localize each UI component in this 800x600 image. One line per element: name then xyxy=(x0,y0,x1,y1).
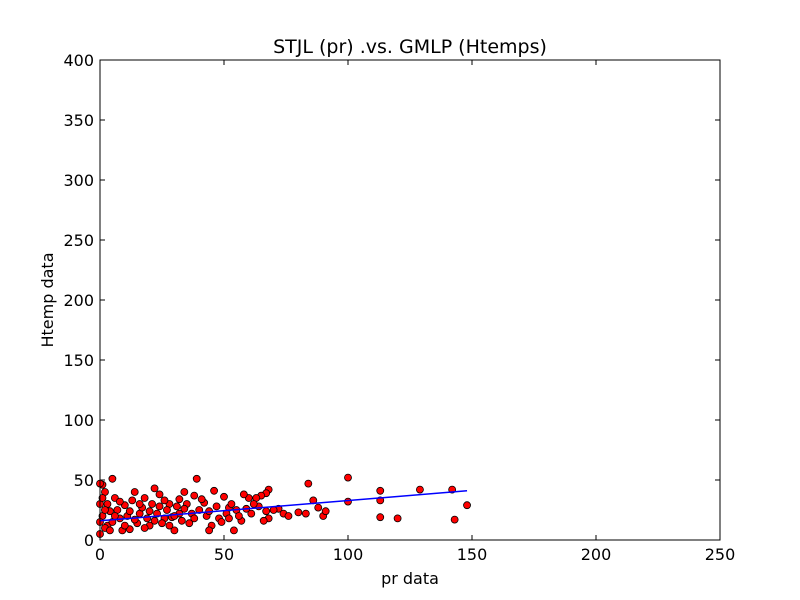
scatter-point xyxy=(172,502,181,511)
y-tick-label: 350 xyxy=(63,111,94,130)
scatter-point xyxy=(108,474,117,483)
x-tick-label: 250 xyxy=(705,545,736,564)
scatter-point xyxy=(180,488,189,496)
scatter-point xyxy=(234,512,243,520)
scatter-point xyxy=(170,512,179,520)
scatter-point xyxy=(135,500,144,508)
scatter-point xyxy=(284,512,293,520)
scatter-point xyxy=(195,506,204,514)
scatter-point xyxy=(247,509,256,518)
scatter-point xyxy=(143,514,152,523)
scatter-point xyxy=(140,524,149,532)
scatter-point xyxy=(304,479,313,488)
scatter-point xyxy=(165,521,174,530)
scatter-point xyxy=(230,526,238,535)
scatter-point xyxy=(220,492,228,501)
scatter-point xyxy=(225,514,233,523)
scatter-point xyxy=(175,495,184,504)
scatter-point xyxy=(344,497,352,506)
y-tick-label: 200 xyxy=(63,291,94,310)
scatter-point xyxy=(376,486,385,495)
scatter-point xyxy=(239,490,248,499)
x-tick-label: 200 xyxy=(581,545,612,564)
scatter-point xyxy=(210,486,218,495)
scatter-point xyxy=(463,501,471,510)
scatter-point xyxy=(98,494,107,502)
scatter-point xyxy=(321,507,330,516)
scatter-point xyxy=(416,485,424,494)
scatter-point xyxy=(163,506,171,514)
x-tick-label: 150 xyxy=(457,545,488,564)
scatter-point xyxy=(180,504,189,513)
scatter-point xyxy=(450,515,459,524)
x-tick-label: 0 xyxy=(95,545,105,564)
scatter-point xyxy=(314,503,323,512)
scatter-point xyxy=(190,514,199,523)
scatter-point xyxy=(125,507,134,516)
scatter-point xyxy=(212,502,221,511)
scatter-point xyxy=(294,508,303,517)
scatter-point xyxy=(344,473,352,482)
y-axis-label: Htemp data xyxy=(38,252,57,347)
scatter-point xyxy=(185,519,194,528)
y-tick-label: 400 xyxy=(63,51,94,70)
scatter-point xyxy=(128,496,137,505)
y-tick-label: 100 xyxy=(63,411,94,430)
scatter-point xyxy=(177,516,186,525)
scatter-point xyxy=(110,512,119,520)
y-tick-label: 250 xyxy=(63,231,94,250)
scatter-point xyxy=(249,500,258,508)
x-tick-label: 50 xyxy=(214,545,234,564)
y-tick-label: 150 xyxy=(63,351,94,370)
scatter-point xyxy=(393,514,402,523)
scatter-point xyxy=(140,494,149,502)
scatter-point xyxy=(115,497,124,506)
scatter-point xyxy=(205,526,214,535)
chart-title: STJL (pr) .vs. GMLP (Htemps) xyxy=(273,36,547,58)
scatter-point xyxy=(155,502,164,511)
y-tick-label: 0 xyxy=(84,531,94,550)
scatter-point xyxy=(155,490,164,499)
scatter-point xyxy=(150,484,159,493)
scatter-point xyxy=(227,500,236,508)
scatter-point xyxy=(120,521,129,530)
scatter-point xyxy=(217,518,226,526)
scatter-point xyxy=(262,507,271,516)
scatter-point xyxy=(192,474,201,483)
y-tick-label: 300 xyxy=(63,171,94,190)
scatter-point xyxy=(148,500,156,508)
scatter-point xyxy=(259,516,268,525)
fit-line xyxy=(99,490,468,522)
x-axis-label: pr data xyxy=(381,569,439,588)
scatter-point xyxy=(130,488,139,496)
scatter-point xyxy=(376,513,385,522)
y-tick-label: 50 xyxy=(74,471,94,490)
scatter-point xyxy=(190,491,199,500)
scatter-point xyxy=(145,507,154,516)
scatter-point xyxy=(170,526,179,535)
scatter-point xyxy=(301,509,310,518)
plot-frame xyxy=(99,59,721,541)
scatter-point xyxy=(158,519,166,528)
scatter-point xyxy=(197,495,206,504)
scatter-point xyxy=(150,516,159,525)
scatter-point xyxy=(160,496,169,505)
scatter-point xyxy=(106,526,114,535)
x-tick-label: 100 xyxy=(333,545,364,564)
scatter-point xyxy=(101,506,109,514)
